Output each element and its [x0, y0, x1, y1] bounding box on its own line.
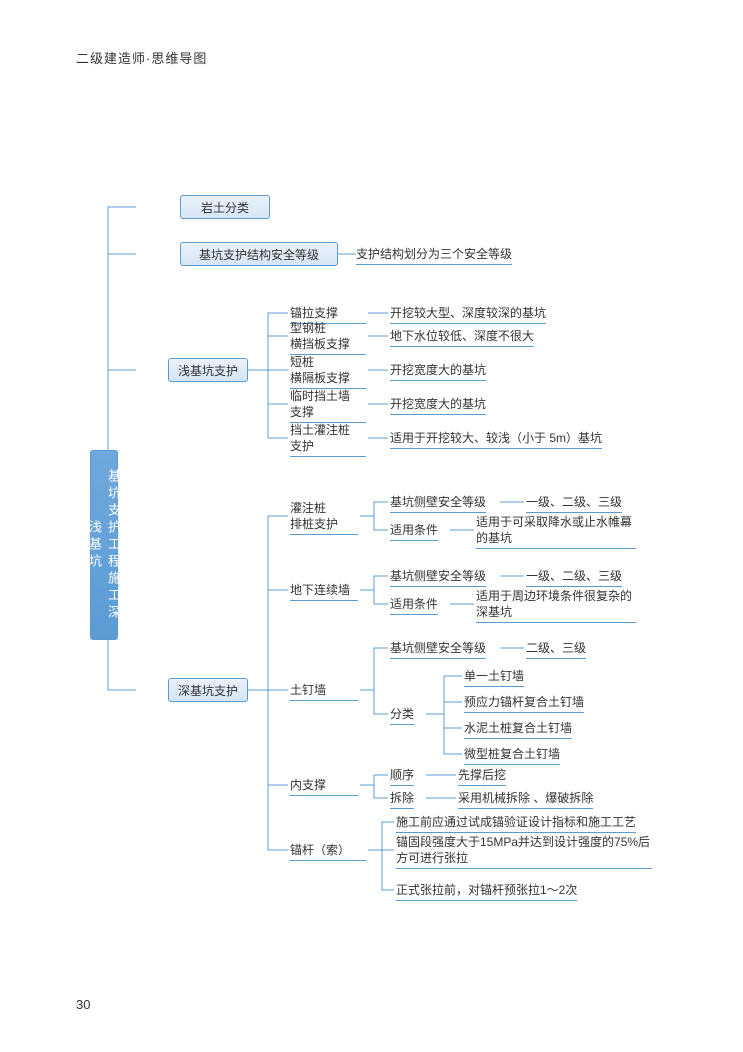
- deep-2-k: 地下连续墙: [290, 581, 358, 601]
- deep-3-c4: 微型桩复合土钉墙: [464, 745, 560, 765]
- node-rock-soil: 岩土分类: [180, 195, 270, 219]
- deep-5-r2: 锚固段强度大于15MPa并达到设计强度的75%后方可进行张拉: [396, 834, 652, 869]
- deep-5-r1: 施工前应通过试成锚验证设计指标和施工工艺: [396, 813, 636, 833]
- deep-3-r0k: 基坑侧壁安全等级: [390, 639, 486, 659]
- deep-5-r3: 正式张拉前，对锚杆预张拉1～2次: [396, 881, 577, 901]
- deep-3-k: 土钉墙: [290, 681, 358, 701]
- deep-2-r1v: 一级、二级、三级: [526, 567, 622, 587]
- deep-1-k: 灌注桩排桩支护: [290, 500, 358, 535]
- deep-4-r2k: 拆除: [390, 789, 414, 809]
- node-safety-grade: 基坑支护结构安全等级: [180, 242, 338, 266]
- deep-4-r1k: 顺序: [390, 766, 414, 786]
- deep-3-c1: 单一土钉墙: [464, 667, 524, 687]
- shallow-3-k: 短桩横隔板支撑: [290, 354, 366, 389]
- shallow-5-k: 挡土灌注桩支护: [290, 422, 366, 457]
- deep-1-r2k: 适用条件: [390, 521, 438, 541]
- shallow-3-v: 开挖宽度大的基坑: [390, 361, 486, 381]
- note-safety-grade: 支护结构划分为三个安全等级: [356, 245, 512, 265]
- shallow-1-v: 开挖较大型、深度较深的基坑: [390, 304, 546, 324]
- deep-3-cat: 分类: [390, 705, 414, 725]
- deep-3-r0v: 二级、三级: [526, 639, 586, 659]
- shallow-2-v: 地下水位较低、深度不很大: [390, 327, 534, 347]
- node-shallow: 浅基坑支护: [168, 358, 248, 382]
- deep-4-r2v: 采用机械拆除 、爆破拆除: [458, 789, 593, 809]
- deep-1-r1v: 一级、二级、三级: [526, 493, 622, 513]
- node-deep: 深基坑支护: [168, 678, 248, 702]
- deep-2-r1k: 基坑侧壁安全等级: [390, 567, 486, 587]
- deep-3-c3: 水泥土桩复合土钉墙: [464, 719, 572, 739]
- shallow-5-v: 适用于开挖较大、较浅（小于 5m）基坑: [390, 429, 602, 449]
- deep-4-k: 内支撑: [290, 776, 358, 796]
- deep-5-k: 锚杆（索）: [290, 841, 366, 861]
- deep-2-r2k: 适用条件: [390, 595, 438, 615]
- shallow-2-k: 型钢桩横挡板支撑: [290, 320, 366, 355]
- deep-4-r1v: 先撑后挖: [458, 766, 506, 786]
- deep-3-c2: 预应力锚杆复合土钉墙: [464, 693, 584, 713]
- shallow-4-v: 开挖宽度大的基坑: [390, 395, 486, 415]
- shallow-4-k: 临时挡土墙支撑: [290, 388, 366, 423]
- deep-1-r2v: 适用于可采取降水或止水帷幕的基坑: [476, 514, 636, 549]
- deep-2-r2v: 适用于周边环境条件很复杂的深基坑: [476, 588, 636, 623]
- root-node: 基坑支护工程施工深浅基坑: [90, 450, 118, 640]
- deep-1-r1k: 基坑侧壁安全等级: [390, 493, 486, 513]
